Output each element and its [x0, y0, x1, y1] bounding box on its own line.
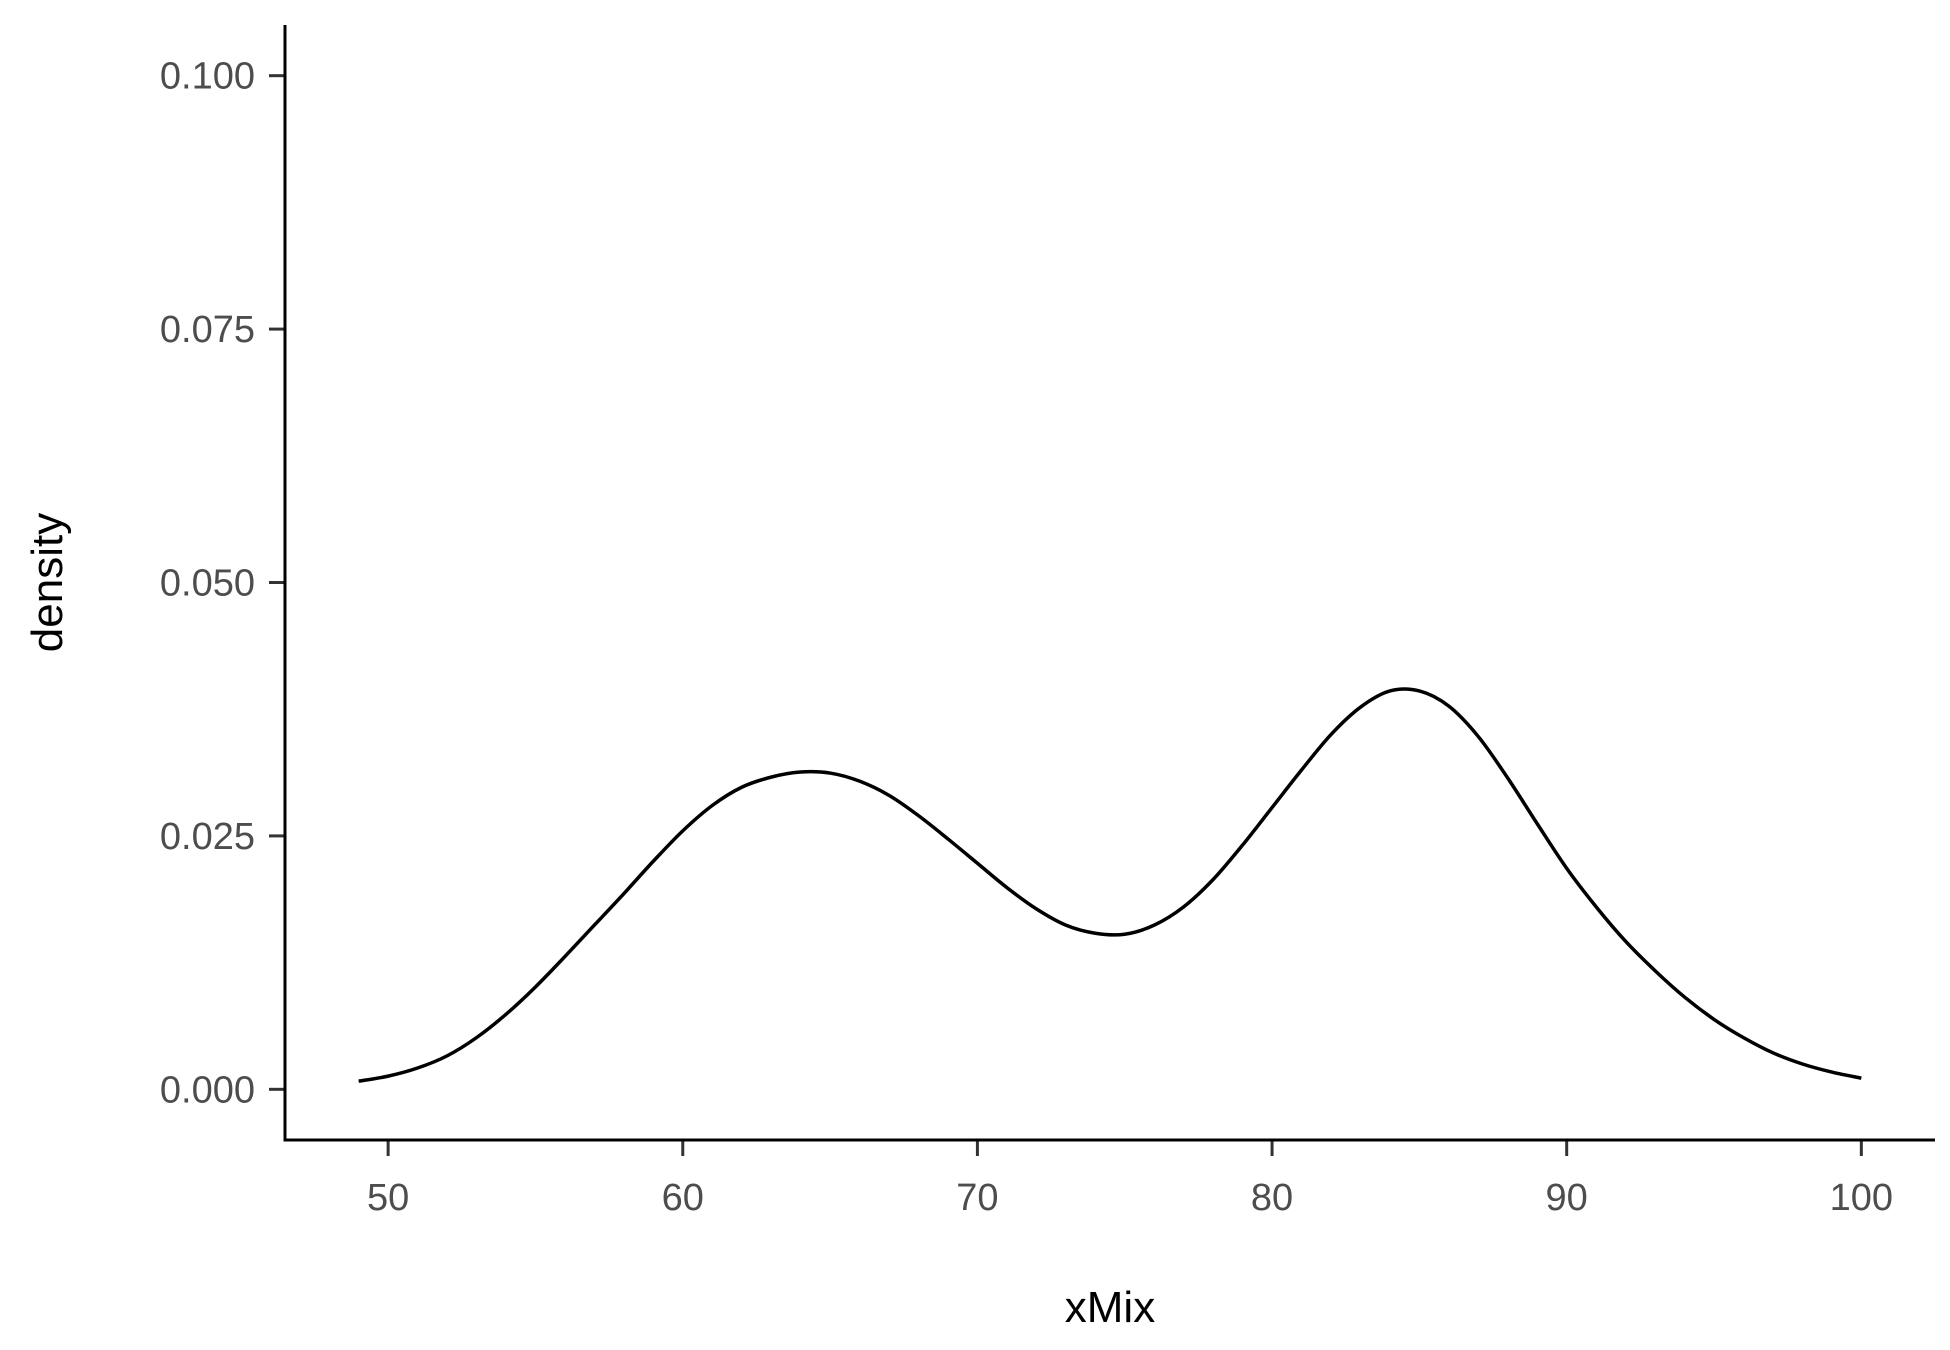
x-axis-title: xMix: [1065, 1283, 1155, 1332]
x-tick-label: 80: [1251, 1177, 1293, 1219]
density-line: [358, 687, 1862, 1083]
y-tick-label: 0.000: [160, 1069, 255, 1111]
x-tick-label: 70: [956, 1177, 998, 1219]
x-tick-label: 50: [367, 1177, 409, 1219]
y-axis-ticks: 0.000 0.025 0.050 0.075 0.100: [160, 56, 285, 1111]
y-tick-label: 0.100: [160, 56, 255, 98]
x-axis-ticks: 50 60 70 80 90 100: [367, 1140, 1893, 1219]
x-tick-label: 100: [1830, 1177, 1893, 1219]
x-tick-label: 60: [662, 1177, 704, 1219]
series-layer: [358, 687, 1862, 1083]
y-tick-label: 0.025: [160, 816, 255, 858]
y-tick-label: 0.075: [160, 309, 255, 351]
x-tick-label: 90: [1546, 1177, 1588, 1219]
y-tick-label: 0.050: [160, 563, 255, 605]
y-axis-title: density: [23, 513, 72, 652]
